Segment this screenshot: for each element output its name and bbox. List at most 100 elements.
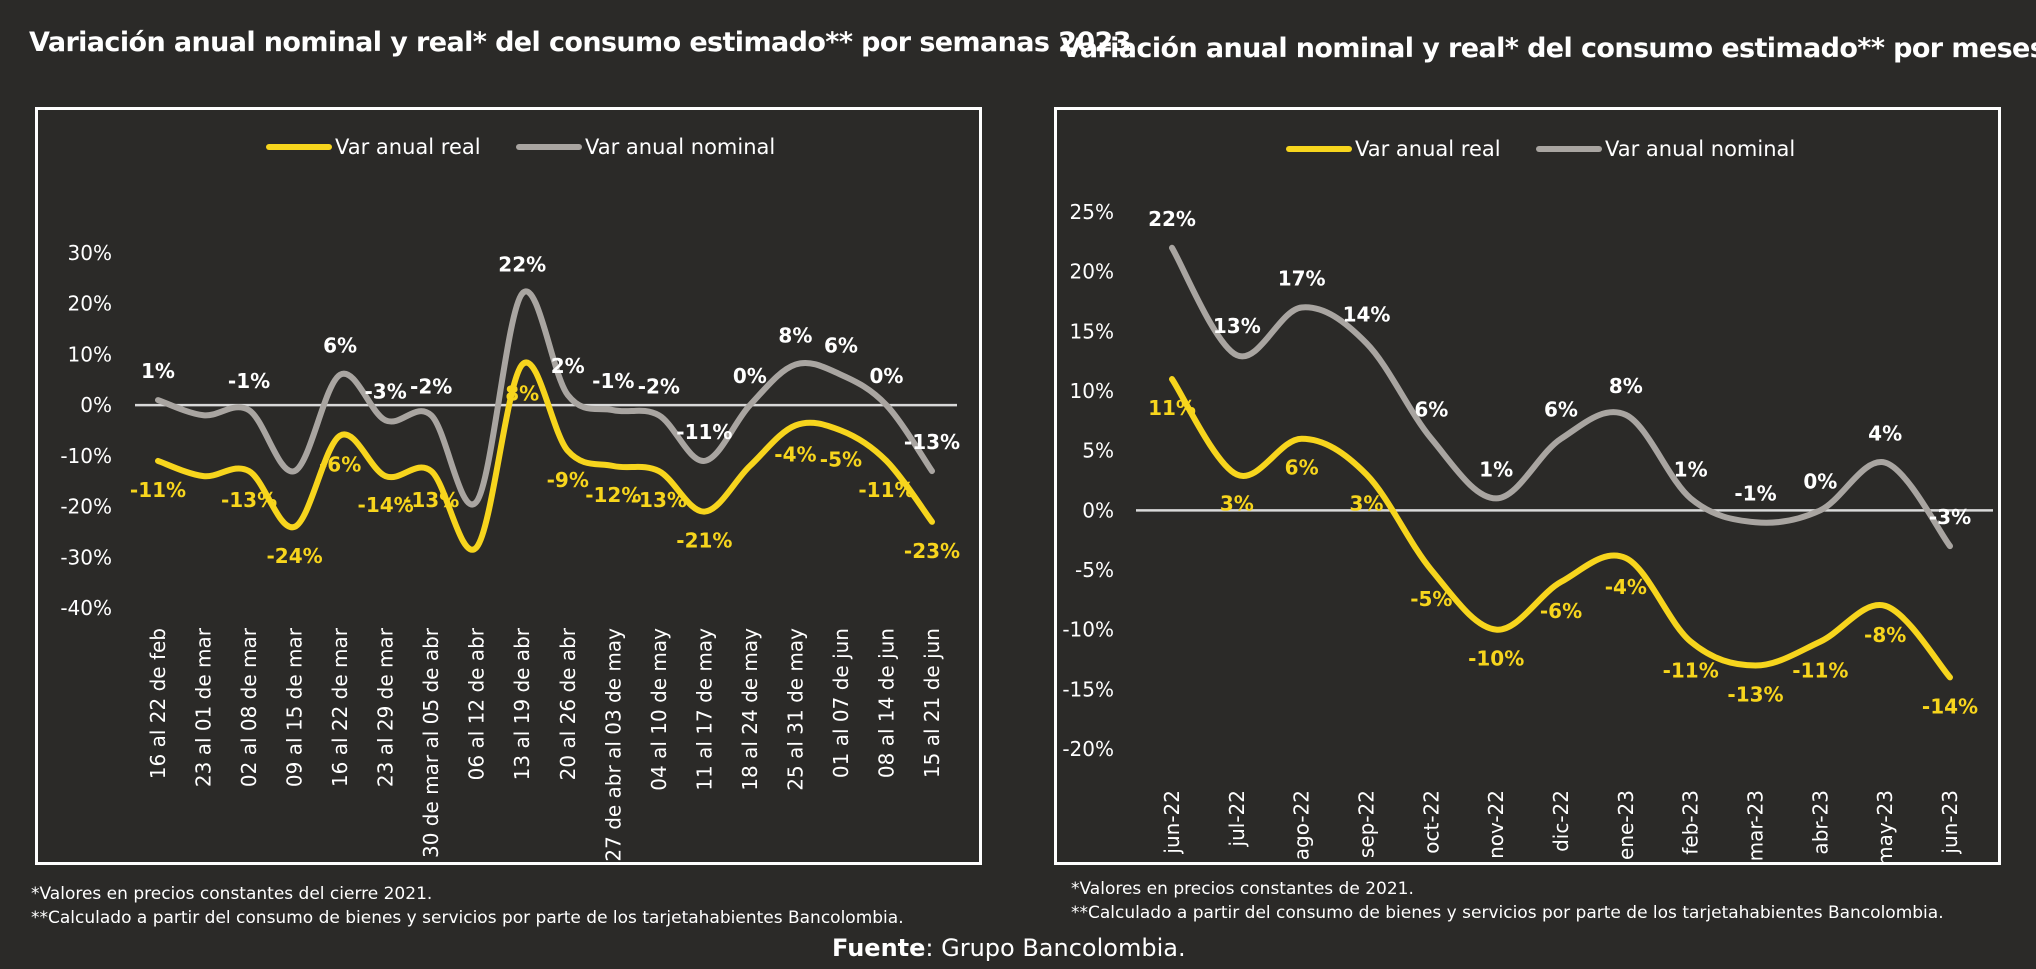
footnote-monthly-2: **Calculado a partir del consumo de bien… [1071, 903, 1944, 923]
x-tick-label-monthly: ago-22 [1290, 790, 1314, 860]
data-label-weekly-nominal: 6% [824, 334, 858, 358]
series-line-monthly-real [1169, 376, 1953, 681]
data-label-monthly-nominal: 22% [1148, 207, 1196, 231]
x-tick-label-monthly: oct-22 [1419, 790, 1443, 854]
x-tick-label-weekly: 23 al 29 de mar [374, 627, 398, 787]
data-label-monthly-nominal: 13% [1213, 314, 1261, 338]
data-label-weekly-real: 8% [505, 382, 539, 406]
x-tick-label-monthly: jul-22 [1225, 790, 1249, 847]
data-label-weekly-nominal: -1% [592, 369, 634, 393]
data-label-weekly-real: -11% [130, 478, 186, 502]
x-tick-label-weekly: 04 al 10 de may [647, 628, 671, 791]
x-tick-label-monthly: abr-23 [1808, 790, 1832, 855]
data-label-weekly-real: -13% [403, 488, 459, 512]
data-label-monthly-real: -10% [1468, 647, 1524, 671]
data-label-weekly-nominal: 0% [869, 364, 903, 388]
data-label-monthly-nominal: 1% [1479, 457, 1513, 481]
data-label-monthly-real: -11% [1663, 659, 1719, 683]
legend-label-weekly-1: Var anual nominal [585, 135, 775, 159]
y-tick-label-weekly: -30% [60, 545, 112, 569]
x-tick-label-weekly: 02 al 08 de mar [237, 627, 261, 787]
x-tick-label-weekly: 20 al 26 de abr [556, 627, 580, 780]
source-note: Fuente: Grupo Bancolombia. [832, 934, 1186, 962]
x-tick-label-monthly: jun-22 [1160, 790, 1184, 855]
footnote-weekly-2: **Calculado a partir del consumo de bien… [31, 908, 904, 928]
x-tick-label-weekly: 08 al 14 de jun [874, 628, 898, 778]
data-label-weekly-real: -14% [358, 493, 414, 517]
y-tick-label-weekly: 30% [68, 241, 112, 265]
x-tick-label-monthly: dic-22 [1549, 790, 1573, 852]
footnote-weekly-1: *Valores en precios constantes del cierr… [31, 884, 433, 904]
x-tick-label-weekly: 27 de abr al 03 de may [601, 628, 625, 862]
data-label-monthly-nominal: 8% [1609, 374, 1643, 398]
data-label-weekly-real: -4% [774, 442, 816, 466]
source-text: : Grupo Bancolombia. [925, 934, 1186, 962]
data-label-monthly-nominal: 0% [1803, 469, 1837, 493]
data-label-monthly-nominal: 6% [1544, 398, 1578, 422]
x-tick-label-weekly: 25 al 31 de may [783, 628, 807, 791]
y-tick-label-monthly: 25% [1070, 200, 1114, 224]
data-label-monthly-nominal: 4% [1868, 422, 1902, 446]
data-label-monthly-nominal: 1% [1674, 457, 1708, 481]
y-tick-label-monthly: 20% [1070, 260, 1114, 284]
data-label-monthly-real: -14% [1922, 694, 1978, 718]
data-label-monthly-real: -4% [1605, 575, 1647, 599]
y-tick-label-weekly: 10% [68, 342, 112, 366]
footnote-monthly-1: *Valores en precios constantes de 2021. [1071, 879, 1414, 899]
x-tick-label-weekly: 23 al 01 de mar [192, 627, 216, 787]
x-tick-label-weekly: 16 al 22 de mar [328, 627, 352, 787]
chart-frame-monthly [1054, 107, 2001, 865]
data-label-monthly-real: 3% [1220, 492, 1254, 516]
legend-label-monthly-0: Var anual real [1355, 137, 1501, 161]
x-tick-label-weekly: 16 al 22 de feb [146, 628, 170, 779]
data-label-weekly-real: -12% [585, 483, 641, 507]
x-tick-label-weekly: 06 al 12 de abr [465, 627, 489, 780]
source-label: Fuente [832, 934, 926, 962]
y-tick-label-weekly: -10% [60, 444, 112, 468]
x-tick-label-monthly: sep-22 [1355, 790, 1379, 858]
data-label-weekly-real: -23% [904, 539, 960, 563]
y-tick-label-weekly: 0% [80, 393, 112, 417]
legend-label-monthly-1: Var anual nominal [1605, 137, 1795, 161]
chart-title-monthly: Variación anual nominal y real* del cons… [1061, 33, 2036, 64]
data-label-monthly-real: -13% [1727, 682, 1783, 706]
chart-title-weekly: Variación anual nominal y real* del cons… [29, 27, 1132, 58]
x-tick-label-weekly: 13 al 19 de abr [510, 627, 534, 780]
x-tick-label-weekly: 09 al 15 de mar [283, 627, 307, 787]
data-label-weekly-real: -5% [820, 448, 862, 472]
y-tick-label-monthly: 5% [1082, 439, 1114, 463]
data-label-weekly-nominal: -13% [904, 430, 960, 454]
y-tick-label-monthly: -10% [1062, 618, 1114, 642]
data-label-weekly-real: -11% [858, 478, 914, 502]
data-label-monthly-nominal: 17% [1278, 266, 1326, 290]
y-tick-label-monthly: 15% [1070, 319, 1114, 343]
y-tick-label-monthly: -5% [1075, 558, 1114, 582]
data-label-monthly-real: 3% [1350, 492, 1384, 516]
y-tick-label-weekly: -20% [60, 495, 112, 519]
data-label-monthly-nominal: -1% [1734, 481, 1776, 505]
data-label-weekly-real: -9% [547, 468, 589, 492]
x-tick-label-monthly: nov-22 [1484, 790, 1508, 859]
data-label-monthly-real: -6% [1540, 599, 1582, 623]
data-label-weekly-real: -21% [676, 529, 732, 553]
chart-frame-weekly [35, 107, 982, 865]
x-tick-label-monthly: ene-23 [1614, 790, 1638, 860]
y-tick-label-monthly: 0% [1082, 498, 1114, 522]
data-label-monthly-nominal: 6% [1414, 398, 1448, 422]
y-tick-label-monthly: -15% [1062, 677, 1114, 701]
data-label-weekly-real: -6% [319, 453, 361, 477]
x-tick-label-monthly: may-23 [1873, 790, 1897, 866]
data-label-weekly-nominal: -11% [676, 420, 732, 444]
x-tick-label-weekly: 15 al 21 de jun [920, 628, 944, 778]
data-label-monthly-real: -11% [1792, 659, 1848, 683]
data-label-weekly-nominal: -2% [638, 374, 680, 398]
y-tick-label-monthly: -20% [1062, 737, 1114, 761]
data-label-weekly-nominal: 22% [498, 253, 546, 277]
x-tick-label-monthly: mar-23 [1744, 790, 1768, 861]
data-label-weekly-nominal: 8% [778, 324, 812, 348]
x-tick-label-weekly: 11 al 17 de may [692, 628, 716, 791]
y-tick-label-weekly: -40% [60, 596, 112, 620]
x-tick-label-monthly: jun-23 [1938, 790, 1962, 855]
data-label-monthly-real: 11% [1148, 396, 1196, 420]
